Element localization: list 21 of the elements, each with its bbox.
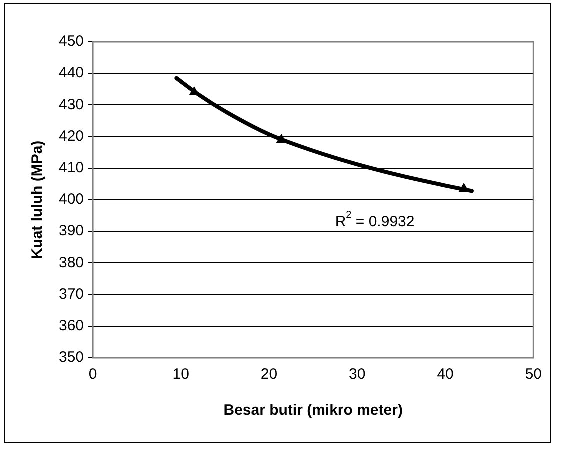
- y-axis-title: Kuat luluh (MPa): [29, 140, 46, 260]
- y-tick-label: 400: [58, 191, 84, 208]
- point: [276, 134, 286, 143]
- point: [459, 183, 469, 192]
- y-tick-label: 450: [58, 33, 84, 50]
- x-tick-label: 10: [172, 366, 190, 384]
- x-tick-label: 0: [88, 366, 98, 384]
- x-tick-label: 20: [260, 366, 278, 384]
- x-tick-label: 50: [525, 366, 542, 384]
- y-tick-label: 390: [58, 222, 84, 240]
- y-tick-label: 420: [58, 128, 84, 145]
- x-tick-label: 30: [349, 366, 366, 384]
- y-tick-label: 440: [58, 64, 84, 82]
- y-tick-label: 380: [58, 254, 84, 272]
- x-axis-title: Besar butir (mikro meter): [224, 402, 403, 420]
- y-tick-label: 410: [58, 160, 84, 177]
- y-tick-label: 430: [58, 96, 84, 114]
- x-tick-label: 40: [437, 366, 454, 384]
- y-tick-label: 370: [58, 286, 84, 303]
- y-tick-label: 350: [58, 349, 84, 366]
- y-tick-label: 360: [58, 318, 84, 335]
